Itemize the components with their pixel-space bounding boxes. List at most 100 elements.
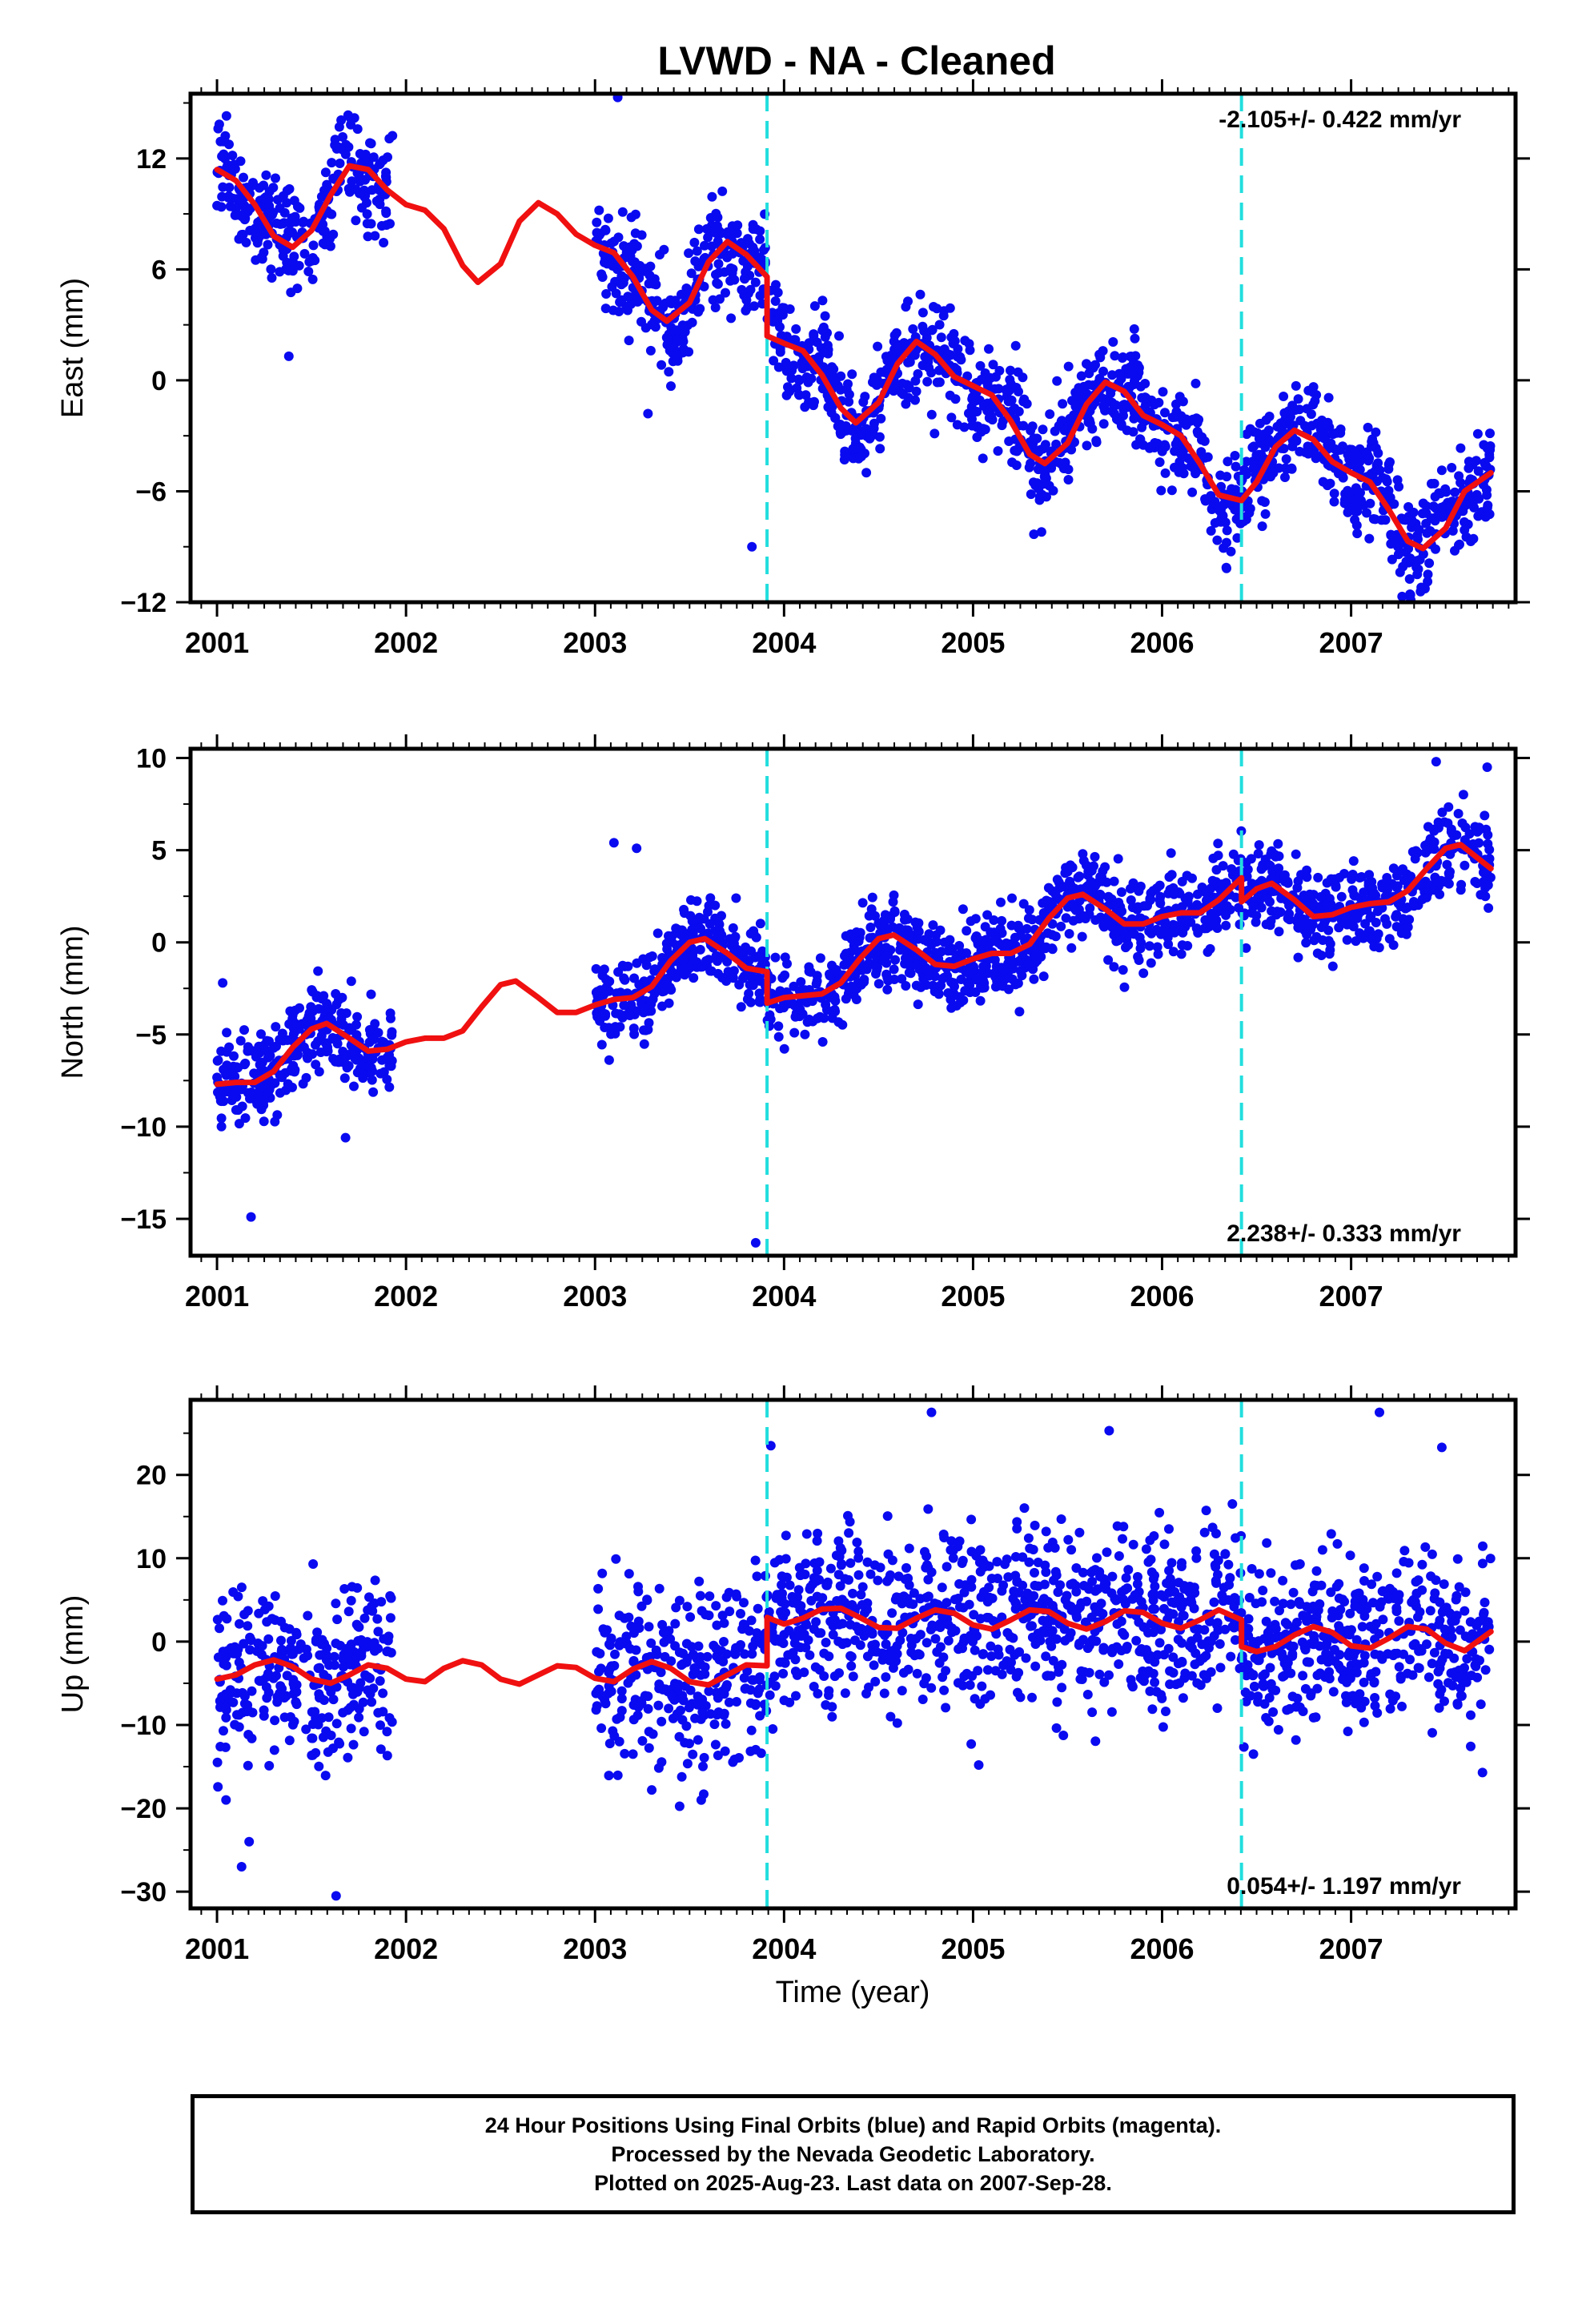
- north-point: [1166, 848, 1176, 858]
- north-point: [865, 923, 876, 932]
- up-point: [354, 1712, 364, 1723]
- east-point: [1052, 376, 1062, 386]
- east-point: [1007, 405, 1018, 416]
- east-point: [994, 384, 1004, 394]
- east-point: [1447, 463, 1457, 472]
- north-point: [688, 951, 698, 960]
- north-point: [705, 919, 715, 929]
- east-point: [1110, 351, 1120, 361]
- up-point: [664, 1703, 674, 1714]
- east-point: [905, 357, 915, 367]
- east-point: [924, 363, 934, 373]
- up-point: [1121, 1573, 1131, 1583]
- north-point: [930, 987, 940, 997]
- east-point: [632, 241, 642, 251]
- east-point: [967, 420, 978, 431]
- up-point: [1268, 1707, 1279, 1717]
- east-point: [690, 256, 701, 267]
- north-point: [623, 961, 633, 971]
- east-point: [875, 444, 885, 454]
- east-point: [917, 321, 928, 332]
- north-point: [1293, 876, 1303, 887]
- north-point: [634, 979, 644, 990]
- north-point: [1000, 974, 1010, 984]
- north-point: [652, 928, 663, 939]
- north-point: [1460, 835, 1470, 845]
- north-point: [1109, 962, 1119, 972]
- north-point: [1480, 810, 1490, 821]
- up-point: [243, 1760, 253, 1771]
- up-point: [881, 1672, 891, 1683]
- east-point: [1222, 525, 1232, 536]
- north-point: [900, 945, 910, 955]
- north-point: [331, 989, 341, 999]
- east-point: [618, 278, 628, 288]
- east-point: [1010, 340, 1021, 351]
- north-point: [240, 1113, 251, 1124]
- up-point: [881, 1639, 891, 1650]
- up-point: [657, 1619, 668, 1630]
- east-point: [335, 159, 345, 168]
- east-point: [946, 412, 957, 423]
- north-point: [901, 981, 911, 991]
- east-point: [1403, 544, 1414, 554]
- east-point: [1191, 468, 1201, 479]
- east-point: [945, 390, 955, 400]
- north-point: [1008, 963, 1018, 974]
- north-point: [815, 953, 825, 963]
- east-point: [903, 392, 913, 403]
- east-point: [1436, 465, 1447, 476]
- up-point: [303, 1610, 313, 1621]
- east-point: [1018, 420, 1029, 431]
- north-point: [1435, 889, 1445, 899]
- east-point: [616, 295, 627, 305]
- east-point: [1160, 441, 1170, 452]
- east-point: [292, 283, 303, 294]
- east-point: [381, 208, 391, 219]
- north-point: [385, 1008, 396, 1019]
- east-fit-line: [214, 163, 1494, 552]
- north-point: [632, 958, 642, 968]
- north-point: [595, 1015, 605, 1026]
- east-point: [213, 123, 223, 134]
- north-point: [1175, 920, 1186, 931]
- up-point: [1168, 1652, 1178, 1663]
- north-point: [1472, 879, 1482, 888]
- up-point: [262, 1693, 272, 1703]
- up-point: [856, 1590, 866, 1600]
- north-point: [1456, 885, 1466, 895]
- east-point: [911, 386, 921, 396]
- east-point: [304, 257, 315, 267]
- up-point: [1096, 1598, 1106, 1609]
- east-point: [666, 381, 676, 392]
- north-point: [662, 944, 673, 955]
- north-point: [947, 946, 958, 956]
- up-point: [982, 1665, 993, 1675]
- north-point: [1256, 864, 1267, 875]
- north-point: [829, 991, 839, 1002]
- east-point: [289, 251, 299, 262]
- north-point: [1355, 873, 1365, 883]
- up-point: [1328, 1687, 1339, 1697]
- north-point: [817, 1037, 828, 1047]
- north-point: [619, 1000, 629, 1011]
- north-point: [591, 987, 601, 998]
- north-point: [1476, 890, 1486, 900]
- north-ytick-label: 10: [136, 744, 167, 774]
- up-point: [276, 1635, 286, 1646]
- east-point: [908, 324, 918, 334]
- north-outlier-point: [246, 1212, 256, 1222]
- north-point: [1078, 849, 1088, 859]
- north-point: [342, 1063, 352, 1073]
- north-point: [885, 914, 895, 924]
- east-point: [725, 263, 736, 273]
- north-point: [1460, 860, 1470, 870]
- north-point: [729, 966, 739, 976]
- up-point: [1154, 1638, 1165, 1648]
- east-point: [893, 342, 903, 352]
- up-point: [1452, 1554, 1463, 1564]
- east-point: [869, 378, 880, 388]
- east-point: [1128, 380, 1138, 390]
- north-point: [1293, 952, 1303, 963]
- up-point: [1114, 1659, 1124, 1669]
